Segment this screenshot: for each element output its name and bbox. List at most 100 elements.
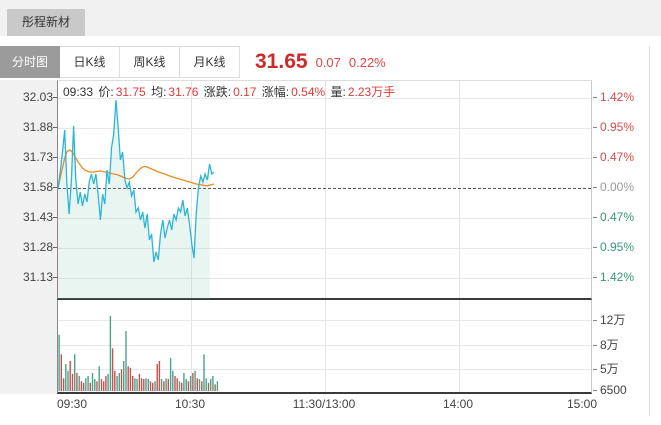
volume-bar [96, 381, 98, 392]
tick [593, 369, 597, 370]
info-value: 0.17 [233, 85, 257, 99]
volume-bar [176, 378, 178, 392]
volume-bar [123, 361, 125, 391]
zero-line [58, 188, 591, 189]
volume-bar [74, 354, 76, 392]
volume-bar [125, 331, 127, 391]
volume-bar [178, 381, 181, 392]
volume-bar [145, 378, 147, 392]
volume-bar [160, 379, 163, 391]
volume-bar [189, 376, 192, 391]
volume-bar [201, 381, 203, 392]
price-gridline [58, 128, 591, 129]
tick [53, 97, 57, 98]
volume-pane[interactable] [57, 300, 592, 394]
volume-bar [69, 361, 71, 391]
percent-tick-label: 0.47% [600, 210, 635, 224]
volume-bar [60, 354, 62, 392]
volume-bar [152, 382, 154, 392]
volume-bar [169, 358, 172, 391]
intraday-price-chart [58, 99, 215, 299]
info-value: 31.76 [168, 85, 199, 99]
volume-bar [216, 381, 219, 392]
price-tick-label: 31.43 [22, 210, 53, 224]
price-pane[interactable]: 09:33 价: 31.75 均: 31.76 涨跌: 0.17 涨幅: 0.54% 量… [57, 80, 592, 300]
tab-kline-1[interactable]: 日K线 [60, 46, 120, 78]
tick [53, 247, 57, 248]
vgrid-1130 [325, 81, 326, 298]
time-tick-label: 11:30/13:00 [292, 397, 356, 411]
volume-bar [78, 376, 80, 391]
average-price-line [58, 149, 215, 189]
volume-bar [103, 381, 105, 392]
volume-bar [212, 376, 214, 391]
time-tick-label: 09:30 [57, 397, 88, 411]
volume-bar [100, 379, 103, 391]
volume-bar [154, 381, 156, 392]
volume-bar [76, 373, 78, 391]
tick [593, 345, 597, 346]
tick [593, 187, 597, 188]
volume-bar [203, 354, 205, 392]
time-tick-label: 10:30 [174, 397, 206, 411]
info-label: 均: [147, 85, 167, 99]
volume-bar [174, 376, 176, 391]
percent-tick-label: 1.42% [600, 270, 635, 284]
volume-tick-label: 5万 [600, 362, 619, 376]
vol-grid-8w [58, 345, 591, 346]
price-gridline [58, 278, 591, 279]
tab-kline-2[interactable]: 周K线 [120, 46, 180, 78]
price-change: 0.07 [315, 54, 341, 70]
volume-bar [196, 378, 198, 392]
volume-bar [156, 364, 158, 391]
volume-bar [107, 373, 109, 392]
tick [593, 97, 597, 98]
vgrid-1400-vol [459, 300, 460, 392]
volume-bar [109, 316, 112, 391]
info-label: 涨幅: [258, 85, 290, 99]
tick [53, 277, 57, 278]
volume-bar [89, 382, 91, 392]
volume-bar [140, 378, 143, 392]
tick [53, 187, 57, 188]
volume-bar [114, 370, 116, 392]
price-tick-label: 32.03 [22, 90, 53, 104]
volume-tick-label: 12万 [600, 313, 626, 327]
percent-tick-label: 0.47% [600, 150, 635, 164]
volume-bar [167, 379, 169, 391]
time-tick-label: 14:00 [442, 397, 474, 411]
price-tick-label: 31.73 [22, 150, 53, 164]
stock-name: 彤程新材 [22, 15, 71, 29]
info-label: 涨跌: [200, 85, 232, 99]
price-tick-label: 31.13 [22, 270, 53, 284]
volume-bar [94, 379, 96, 391]
volume-bar [143, 379, 145, 391]
volume-bar [132, 376, 134, 391]
info-value: 31.75 [115, 85, 146, 99]
stock-name-tab[interactable]: 彤程新材 [7, 9, 86, 36]
volume-bar [210, 379, 212, 391]
volume-bar [198, 379, 201, 391]
volume-bar [165, 378, 167, 392]
price-change-percent: 0.22% [348, 54, 386, 70]
tab-intraday[interactable]: 分时图 [0, 46, 60, 78]
volume-bar [65, 364, 67, 391]
volume-bar [116, 376, 118, 391]
vol-grid-5w [58, 369, 591, 370]
price-gridline [58, 248, 591, 249]
volume-bar [98, 366, 100, 392]
tick [593, 390, 597, 391]
time-tick-label: 15:00 [566, 397, 597, 411]
volume-bar [71, 373, 74, 392]
volume-bar [118, 373, 120, 391]
tick [593, 247, 597, 248]
volume-bar [62, 378, 65, 392]
price-line [58, 99, 215, 263]
volume-bar [172, 370, 174, 392]
volume-bar [80, 381, 83, 392]
tab-kline-3[interactable]: 月K线 [180, 46, 240, 78]
volume-bar [187, 381, 190, 392]
tick [53, 217, 57, 218]
volume-bar [147, 379, 149, 391]
tick [593, 157, 597, 158]
